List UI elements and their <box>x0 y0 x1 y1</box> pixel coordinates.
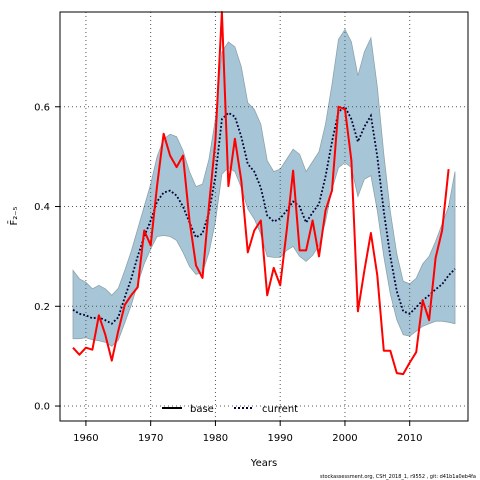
x-tick-label-1980: 1980 <box>203 433 228 444</box>
x-tick-label-1970: 1970 <box>138 433 163 444</box>
y-tick-label-0.4: 0.4 <box>34 202 50 213</box>
x-tick-label-2000: 2000 <box>332 433 357 444</box>
plot-frame <box>59 11 469 422</box>
legend: base current <box>162 404 298 415</box>
x-tick-label-2010: 2010 <box>397 433 422 444</box>
plot-area <box>60 11 468 421</box>
x-tick-label-1960: 1960 <box>73 433 98 444</box>
x-axis: 1960 1970 1980 1990 2000 2010 <box>73 421 422 444</box>
x-tick-label-1990: 1990 <box>267 433 292 444</box>
series-base-line <box>72 11 450 376</box>
footer-text: stockassessment.org, CSH_2018_1, r9552 ,… <box>320 474 476 480</box>
y-axis: 0.0 0.2 0.4 0.6 <box>34 102 60 413</box>
y-tick-label-0: 0.0 <box>34 402 50 413</box>
x-axis-label: Years <box>250 458 277 469</box>
y-tick-label-0.2: 0.2 <box>34 302 50 313</box>
legend-current-label: current <box>262 404 298 415</box>
grid <box>60 12 468 421</box>
y-tick-label-0.6: 0.6 <box>34 102 50 113</box>
legend-base-label: base <box>190 404 214 415</box>
series-current-line <box>72 105 456 325</box>
confidence-band <box>72 28 456 347</box>
y-axis-label: F̄₂₋₅ <box>7 206 20 225</box>
